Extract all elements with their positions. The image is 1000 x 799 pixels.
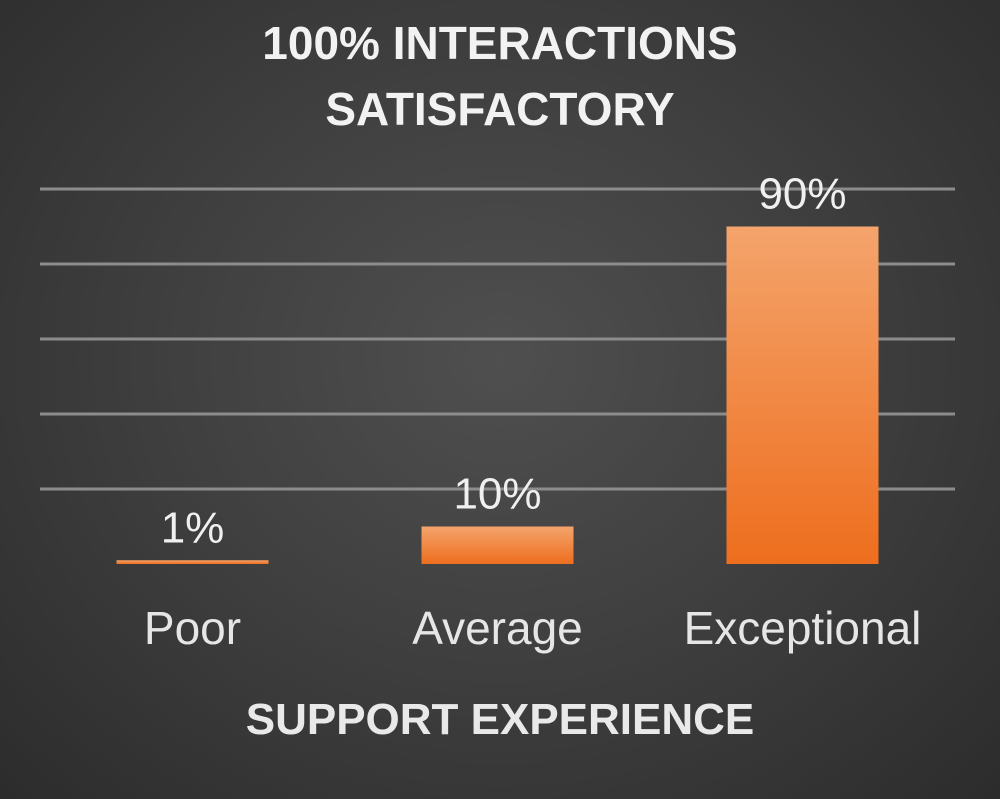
x-tick-label-average: Average xyxy=(412,602,583,654)
bars xyxy=(116,226,879,564)
chart-title: 100% INTERACTIONS SATISFACTORY xyxy=(0,10,1000,142)
data-labels: 1% 10% 90% xyxy=(161,170,847,553)
data-label-average: 10% xyxy=(453,470,541,519)
x-tick-label-exceptional: Exceptional xyxy=(684,602,922,654)
data-label-exceptional: 90% xyxy=(758,170,846,219)
data-label-poor: 1% xyxy=(161,503,225,552)
bar-poor xyxy=(116,560,269,564)
x-tick-label-poor: Poor xyxy=(144,602,241,654)
chart-title-line-1: 100% INTERACTIONS xyxy=(262,17,738,69)
bar-exceptional xyxy=(726,226,879,564)
chart-title-line-2: SATISFACTORY xyxy=(325,83,675,135)
bar-average xyxy=(421,526,574,564)
x-axis-title: SUPPORT EXPERIENCE xyxy=(245,695,755,744)
x-tick-labels: Poor Average Exceptional xyxy=(144,602,922,654)
